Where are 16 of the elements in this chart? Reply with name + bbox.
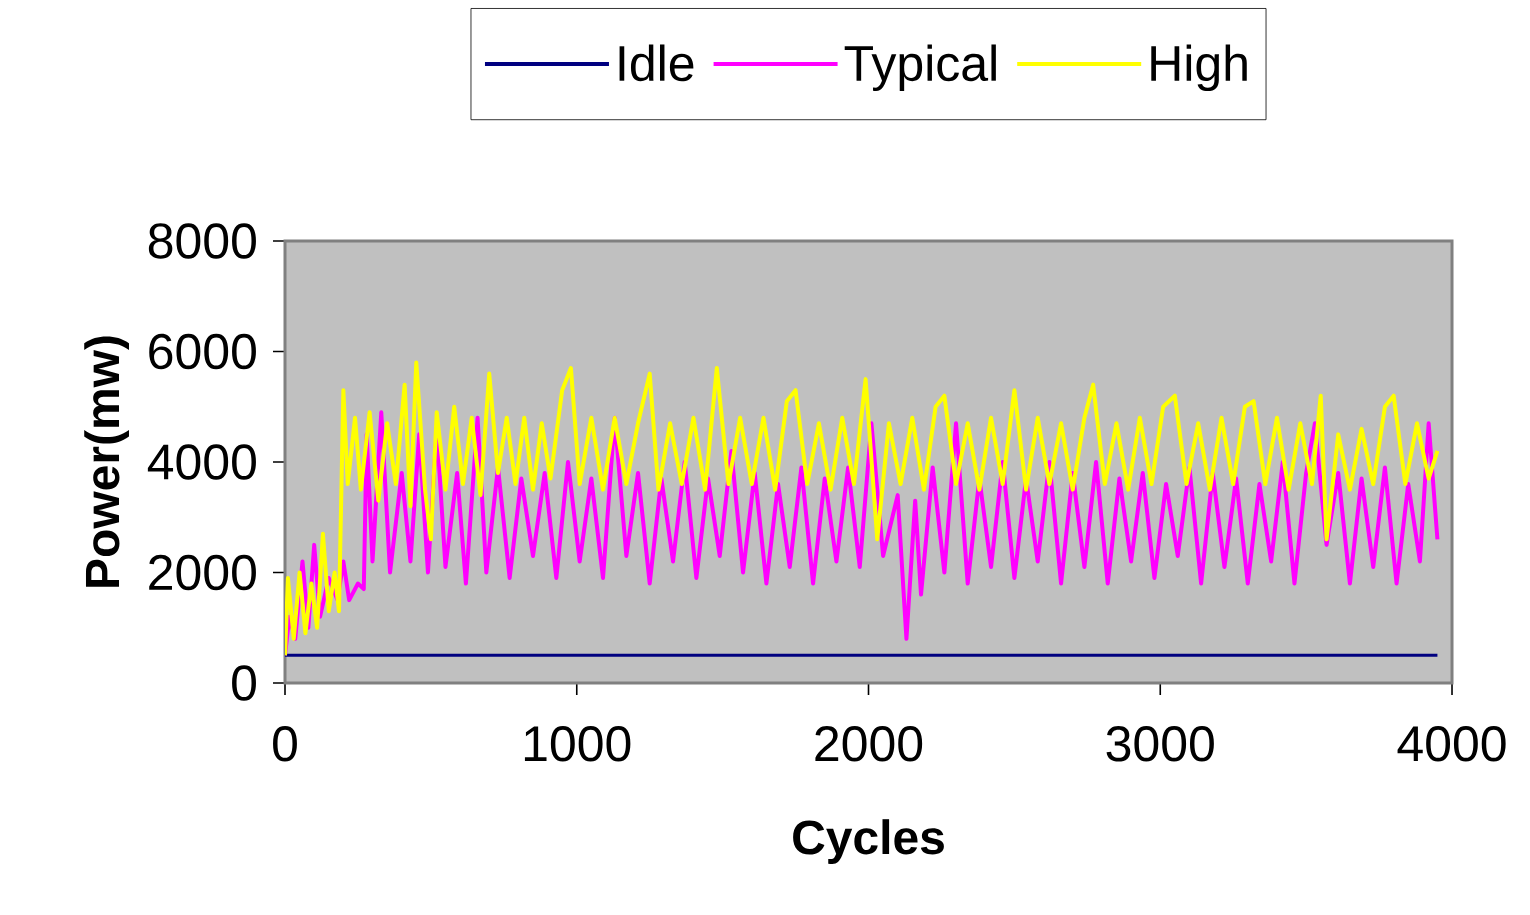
y-tick-label: 4000: [147, 444, 256, 480]
legend-label: High: [1151, 44, 1247, 92]
x-tick-label: 4000: [1397, 726, 1506, 762]
y-tick-label: 6000: [149, 333, 256, 370]
legend-label: Typical: [844, 44, 996, 92]
y-tick-label: 2000: [149, 554, 256, 591]
x-axis-title: Cycles: [793, 819, 944, 864]
x-tick-label: 1000: [524, 726, 631, 762]
line-series: [285, 360, 1440, 658]
x-tick-label: 0: [273, 726, 297, 762]
legend-label: Idle: [619, 44, 694, 82]
y-tick-label: 8000: [148, 223, 256, 259]
x-tick-label: 2000: [815, 726, 923, 762]
y-tick-label: 0: [232, 665, 256, 701]
x-tick-label: 3000: [1106, 726, 1214, 762]
y-axis-title: Power(mw): [84, 336, 129, 587]
